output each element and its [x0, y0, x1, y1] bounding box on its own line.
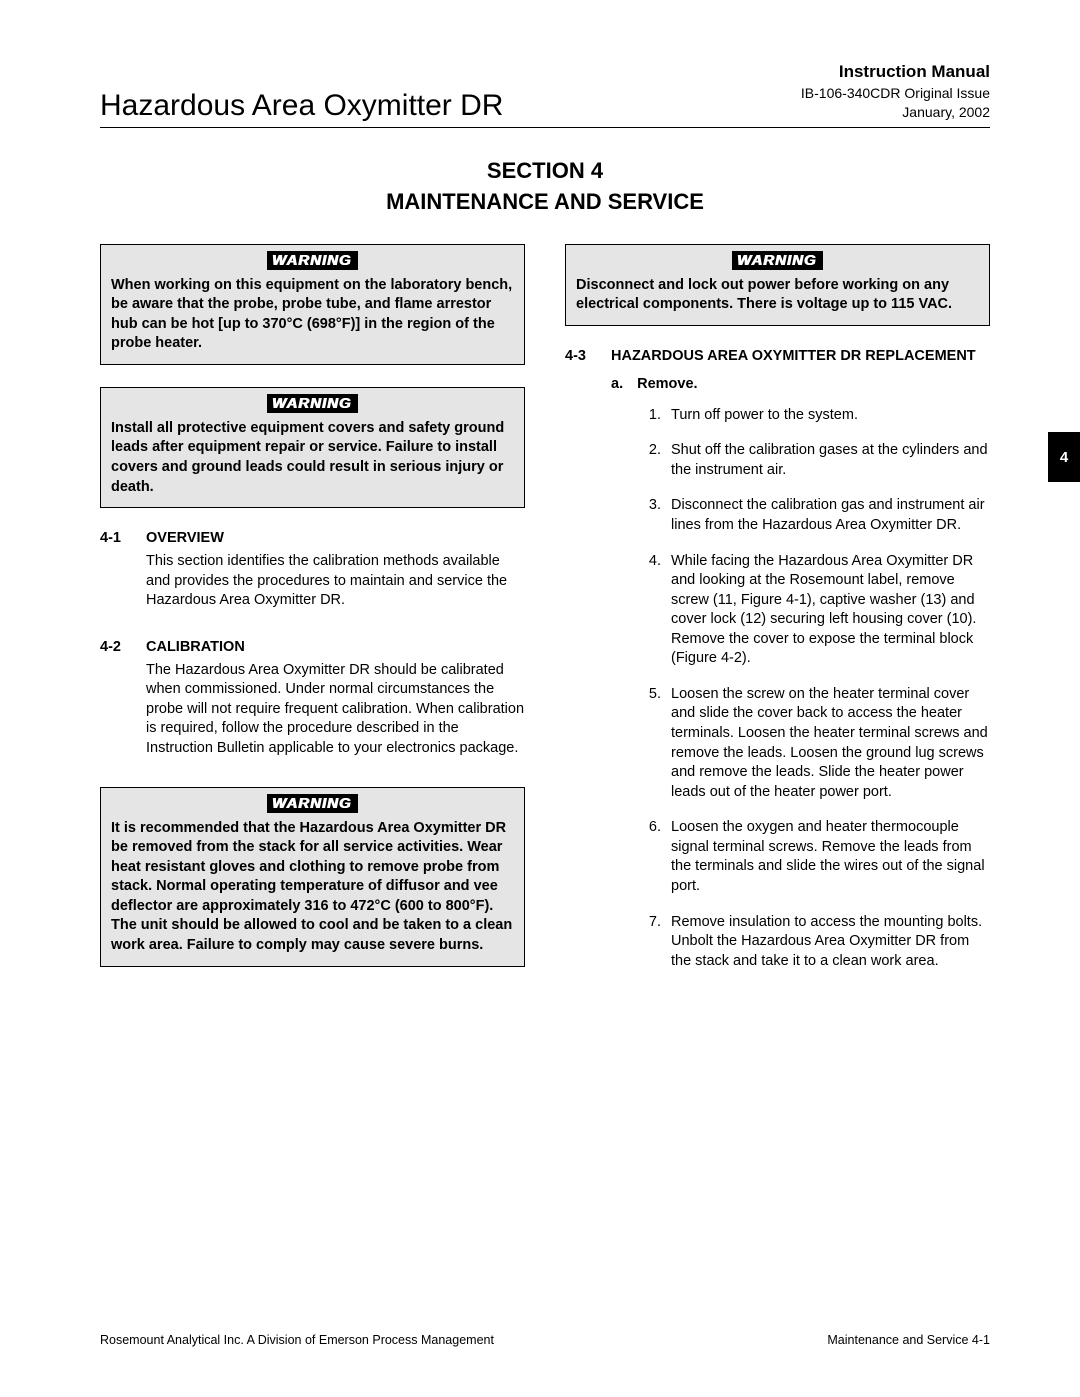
page-footer: Rosemount Analytical Inc. A Division of …: [100, 1333, 990, 1347]
subsection-number: 4-3: [565, 348, 597, 370]
section-heading: SECTION 4 MAINTENANCE AND SERVICE: [100, 156, 990, 218]
section-tab: 4: [1048, 432, 1080, 482]
subsection-title: HAZARDOUS AREA OXYMITTER DR REPLACEMENT: [611, 348, 990, 364]
warning-label-text: WARNING: [267, 394, 359, 413]
step-6: Loosen the oxygen and heater thermocoupl…: [665, 818, 990, 896]
warning-label-icon: WARNING: [576, 251, 979, 270]
manual-label: Instruction Manual: [801, 60, 990, 84]
content-columns: WARNING When working on this equipment o…: [100, 244, 990, 989]
warning-label-text: WARNING: [267, 251, 359, 270]
subsection-4-3: 4-3 HAZARDOUS AREA OXYMITTER DR REPLACEM…: [565, 348, 990, 370]
warning-label-text: WARNING: [267, 794, 359, 813]
step-1: Turn off power to the system.: [665, 406, 990, 426]
step-letter: a.: [611, 376, 623, 392]
right-column: WARNING Disconnect and lock out power be…: [565, 244, 990, 989]
footer-right: Maintenance and Service 4-1: [827, 1333, 990, 1347]
step-2: Shut off the calibration gases at the cy…: [665, 441, 990, 480]
subsection-body: CALIBRATION The Hazardous Area Oxymitter…: [146, 639, 525, 773]
subsection-number: 4-2: [100, 639, 132, 773]
doc-date: January, 2002: [801, 103, 990, 123]
warning-text-3: It is recommended that the Hazardous Are…: [111, 819, 514, 956]
subsection-body: HAZARDOUS AREA OXYMITTER DR REPLACEMENT: [611, 348, 990, 370]
page: Hazardous Area Oxymitter DR Instruction …: [0, 0, 1080, 1397]
warning-text-4: Disconnect and lock out power before wor…: [576, 276, 979, 315]
warning-label-icon: WARNING: [111, 394, 514, 413]
step-a-header: a. Remove.: [611, 376, 990, 392]
left-column: WARNING When working on this equipment o…: [100, 244, 525, 989]
subsection-number: 4-1: [100, 530, 132, 625]
subsection-4-2: 4-2 CALIBRATION The Hazardous Area Oxymi…: [100, 639, 525, 773]
page-header: Hazardous Area Oxymitter DR Instruction …: [100, 60, 990, 128]
step-3: Disconnect the calibration gas and instr…: [665, 496, 990, 535]
subsection-4-1: 4-1 OVERVIEW This section identifies the…: [100, 530, 525, 625]
warning-box-3: WARNING It is recommended that the Hazar…: [100, 787, 525, 967]
warning-box-2: WARNING Install all protective equipment…: [100, 387, 525, 508]
subsection-body: OVERVIEW This section identifies the cal…: [146, 530, 525, 625]
warning-text-1: When working on this equipment on the la…: [111, 276, 514, 354]
subsection-text: This section identifies the calibration …: [146, 552, 525, 611]
step-label: Remove.: [637, 376, 697, 392]
footer-left: Rosemount Analytical Inc. A Division of …: [100, 1333, 494, 1347]
product-title: Hazardous Area Oxymitter DR: [100, 89, 503, 123]
step-4: While facing the Hazardous Area Oxymitte…: [665, 552, 990, 669]
remove-steps-list: Turn off power to the system. Shut off t…: [665, 406, 990, 972]
warning-box-4: WARNING Disconnect and lock out power be…: [565, 244, 990, 326]
warning-text-2: Install all protective equipment covers …: [111, 419, 514, 497]
warning-label-icon: WARNING: [111, 794, 514, 813]
subsection-title: OVERVIEW: [146, 530, 525, 546]
section-number: SECTION 4: [100, 156, 990, 187]
warning-label-icon: WARNING: [111, 251, 514, 270]
subsection-text: The Hazardous Area Oxymitter DR should b…: [146, 661, 525, 759]
subsection-title: CALIBRATION: [146, 639, 525, 655]
warning-label-text: WARNING: [732, 251, 824, 270]
doc-number: IB-106-340CDR Original Issue: [801, 84, 990, 104]
step-5: Loosen the screw on the heater terminal …: [665, 685, 990, 802]
step-7: Remove insulation to access the mounting…: [665, 913, 990, 972]
header-meta: Instruction Manual IB-106-340CDR Origina…: [801, 60, 990, 123]
warning-box-1: WARNING When working on this equipment o…: [100, 244, 525, 365]
section-title: MAINTENANCE AND SERVICE: [100, 187, 990, 218]
